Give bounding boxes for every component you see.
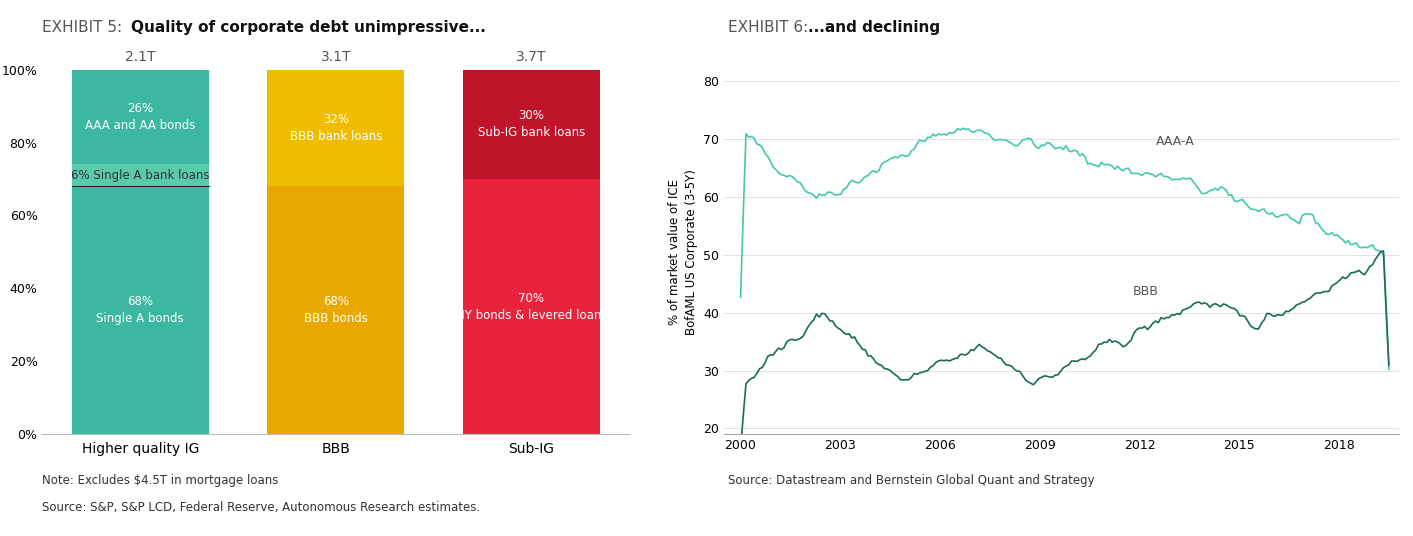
Bar [267,187,404,434]
Text: 30%
Sub-IG bank loans: 30% Sub-IG bank loans [478,109,585,139]
Bar [72,187,209,434]
Bar [463,70,601,179]
Text: 3.7T: 3.7T [516,50,547,64]
Text: EXHIBIT 6:: EXHIBIT 6: [728,20,818,35]
Text: 70%
HY bonds & levered loans: 70% HY bonds & levered loans [456,292,608,322]
Text: Note: Excludes $4.5T in mortgage loans: Note: Excludes $4.5T in mortgage loans [42,474,278,487]
Y-axis label: % of market value of ICE
BofAML US Corporate (3-5Y): % of market value of ICE BofAML US Corpo… [667,169,698,335]
Text: 26%
AAA and AA bonds: 26% AAA and AA bonds [85,102,195,132]
Text: 68%
Single A bonds: 68% Single A bonds [96,295,184,325]
Bar [463,179,601,434]
Text: 32%
BBB bank loans: 32% BBB bank loans [290,113,382,143]
Text: BBB: BBB [1133,285,1159,299]
Bar [72,165,209,187]
Text: 3.1T: 3.1T [321,50,350,64]
Text: 68%
BBB bonds: 68% BBB bonds [304,295,367,325]
Text: Source: S&P, S&P LCD, Federal Reserve, Autonomous Research estimates.: Source: S&P, S&P LCD, Federal Reserve, A… [42,501,480,514]
Text: 6% Single A bank loans: 6% Single A bank loans [71,169,209,182]
Bar [72,70,209,165]
Text: ...and declining: ...and declining [808,20,941,35]
Text: Source: Datastream and Bernstein Global Quant and Strategy: Source: Datastream and Bernstein Global … [728,474,1094,487]
Bar [267,70,404,187]
Text: 2.1T: 2.1T [124,50,155,64]
Text: AAA-A: AAA-A [1156,135,1195,148]
Text: EXHIBIT 5:: EXHIBIT 5: [42,20,123,35]
Text: Quality of corporate debt unimpressive...: Quality of corporate debt unimpressive..… [131,20,486,35]
